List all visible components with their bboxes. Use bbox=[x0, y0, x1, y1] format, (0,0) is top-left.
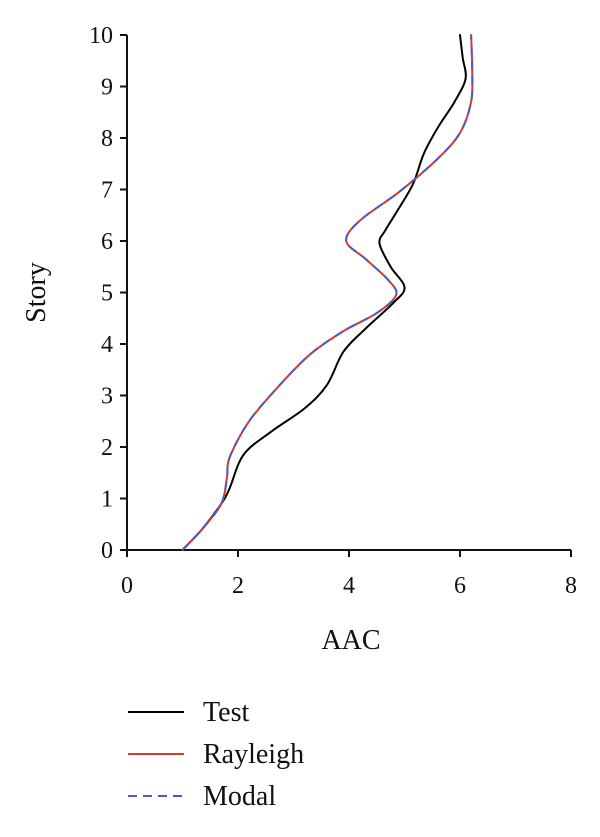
y-tick-label: 10 bbox=[89, 23, 113, 49]
y-tick-label: 3 bbox=[101, 384, 113, 410]
axes: 0 2 4 6 8 0 1 2 3 4 5 6 7 8 9 10 AAC Story bbox=[21, 23, 577, 656]
x-tick-label: 6 bbox=[454, 573, 466, 599]
y-tick-label: 0 bbox=[101, 538, 113, 564]
legend: Test Rayleigh Modal bbox=[128, 697, 304, 812]
x-tick-label: 0 bbox=[121, 573, 133, 599]
series-line-modal bbox=[181, 34, 474, 551]
series-lines bbox=[181, 34, 474, 551]
y-axis-title: Story bbox=[21, 262, 52, 323]
y-tick-label: 6 bbox=[101, 229, 113, 255]
x-tick-label: 4 bbox=[343, 573, 355, 599]
x-tick-label: 2 bbox=[232, 573, 244, 599]
y-tick-label: 4 bbox=[101, 332, 113, 358]
series-line-test bbox=[181, 34, 467, 551]
legend-label-rayleigh: Rayleigh bbox=[203, 739, 304, 770]
y-tick-label: 2 bbox=[101, 435, 113, 461]
y-tick-label: 9 bbox=[101, 75, 113, 101]
x-tick-label: 8 bbox=[565, 573, 577, 599]
y-tick-label: 8 bbox=[101, 126, 113, 152]
y-tick-label: 5 bbox=[101, 281, 113, 307]
series-line-rayleigh bbox=[181, 34, 474, 551]
y-tick-label: 1 bbox=[101, 487, 113, 513]
x-axis-title: AAC bbox=[321, 625, 380, 656]
y-tick-label: 7 bbox=[101, 178, 113, 204]
legend-label-modal: Modal bbox=[203, 781, 276, 812]
legend-label-test: Test bbox=[203, 697, 249, 728]
